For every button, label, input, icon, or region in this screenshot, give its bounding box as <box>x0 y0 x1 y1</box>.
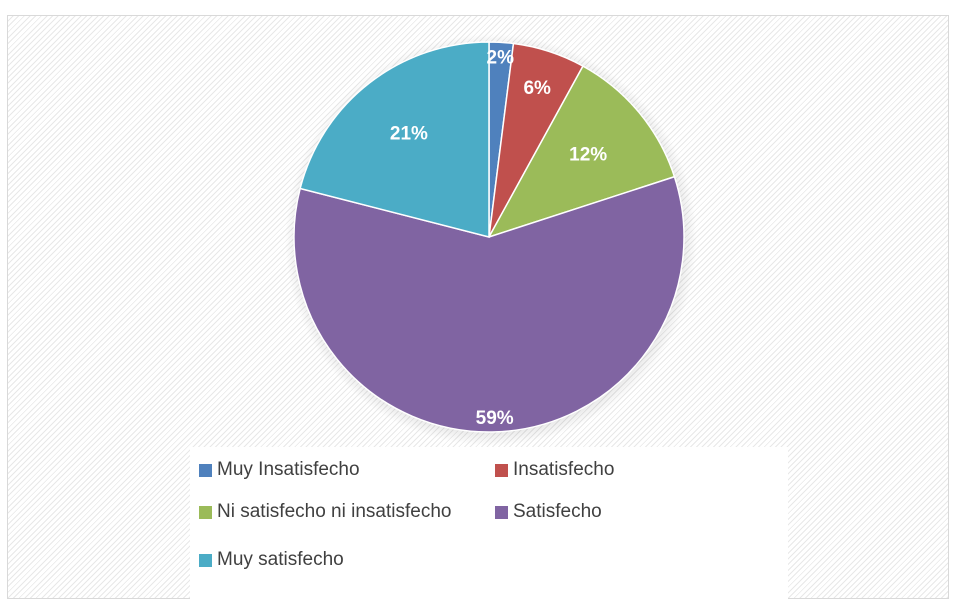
legend-item-muy-satisfecho: Muy satisfecho <box>199 549 344 571</box>
legend-label: Insatisfecho <box>513 459 615 480</box>
pie-data-labels: 2% 6% 12% 59% 21% <box>390 47 607 428</box>
pie-slice-ni-satisfecho-ni-insatisfecho <box>487 65 676 239</box>
pie-slices <box>293 41 685 433</box>
legend-swatch <box>495 505 508 519</box>
data-label-insatisfecho: 6% <box>523 78 551 99</box>
data-label-satisfecho: 59% <box>476 408 514 429</box>
legend-swatch <box>199 505 212 519</box>
legend: Muy Insatisfecho Insatisfecho Ni satisfech… <box>190 447 788 599</box>
pie-slice-muy-satisfecho <box>299 41 490 238</box>
legend-label: Muy Insatisfecho <box>217 459 360 480</box>
legend-item-satisfecho: Satisfecho <box>495 501 602 523</box>
legend-label: Satisfecho <box>513 501 602 522</box>
legend-label: Muy satisfecho <box>217 549 344 570</box>
pie-slice-satisfecho <box>293 175 685 433</box>
legend-swatch <box>495 463 508 477</box>
legend-item-muy-insatisfecho: Muy Insatisfecho <box>199 459 360 481</box>
legend-item-insatisfecho: Insatisfecho <box>495 459 614 481</box>
legend-swatch <box>199 463 212 477</box>
legend-label: Ni satisfecho ni insatisfecho <box>217 501 452 522</box>
legend-item-ni-satisfecho-ni-insatisfecho: Ni satisfecho ni insatisfecho <box>199 501 451 523</box>
data-label-muy-satisfecho: 21% <box>390 123 428 144</box>
data-label-muy-insatisfecho: 2% <box>487 47 515 68</box>
legend-swatch <box>199 553 212 567</box>
data-label-ni-satisfecho-ni-insatisfecho: 12% <box>569 144 607 165</box>
